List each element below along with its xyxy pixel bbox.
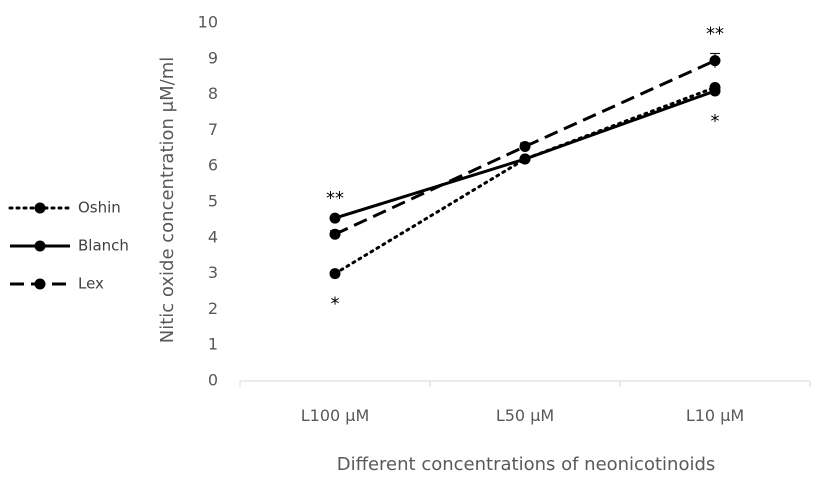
data-point (329, 228, 341, 240)
y-axis: 0 1 2 3 4 5 6 7 8 9 10 (198, 13, 218, 390)
y-tick-label: 7 (208, 120, 218, 139)
legend-swatch-marker (34, 240, 46, 252)
significance-marker: * (331, 294, 340, 315)
x-tick-label: L100 μM (301, 406, 370, 425)
y-tick-label: 4 (208, 227, 218, 246)
series-line (334, 59, 716, 236)
legend-swatch-marker (34, 278, 46, 290)
y-tick-label: 8 (208, 84, 218, 103)
legend-label: Lex (78, 275, 104, 293)
y-tick-label: 10 (198, 13, 218, 32)
series-line (333, 85, 717, 276)
legend-label: Blanch (78, 237, 129, 255)
data-point (709, 85, 721, 97)
annotations: ****** (326, 23, 724, 314)
y-tick-label: 2 (208, 299, 218, 318)
y-axis-title: Nitic oxide concentration μM/ml (157, 57, 178, 343)
y-tick-label: 1 (208, 335, 218, 354)
x-tick-label: L50 μM (496, 406, 554, 425)
significance-marker: * (711, 111, 720, 132)
x-axis-title: Different concentrations of neonicotinoi… (337, 454, 716, 475)
legend-item-blanch: Blanch (10, 237, 129, 255)
significance-marker: ** (706, 23, 724, 44)
data-point (519, 153, 531, 165)
legend-item-lex: Lex (10, 275, 104, 293)
data-point (329, 268, 341, 280)
series-blanch (329, 85, 721, 224)
x-tick-label: L10 μM (686, 406, 744, 425)
data-point (709, 55, 721, 67)
significance-marker: ** (326, 188, 344, 209)
legend: Oshin Blanch Lex (8, 199, 129, 293)
legend-swatch-marker (34, 202, 46, 214)
y-tick-label: 3 (208, 263, 218, 282)
y-tick-label: 6 (208, 156, 218, 175)
y-tick-label: 5 (208, 192, 218, 211)
series-lex (329, 52, 721, 240)
data-point (329, 212, 341, 224)
x-axis: L100 μM L50 μM L10 μM (239, 380, 811, 425)
y-tick-label: 9 (208, 48, 218, 67)
y-tick-label: 0 (208, 371, 218, 390)
plot-area (329, 52, 721, 280)
data-point (519, 141, 531, 153)
legend-label: Oshin (78, 199, 121, 217)
legend-item-oshin: Oshin (8, 199, 121, 217)
